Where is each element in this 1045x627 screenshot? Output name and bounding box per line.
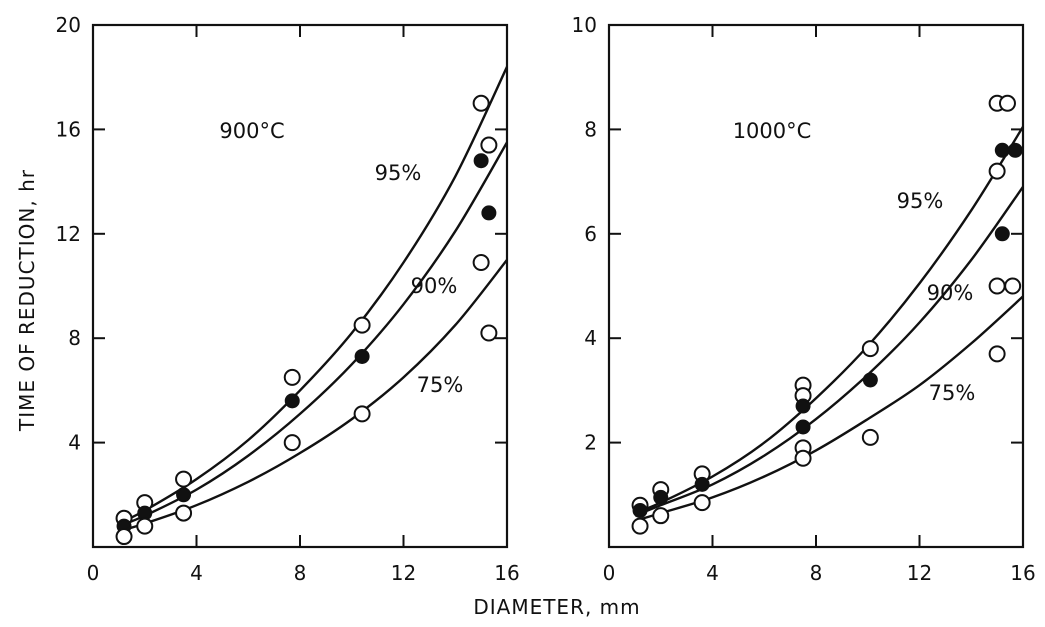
x-tick-label: 12 — [391, 561, 416, 585]
data-point-95pct — [283, 368, 301, 386]
data-point-90pct — [795, 419, 811, 435]
data-point-75pct — [652, 507, 670, 525]
data-point-75pct — [693, 494, 711, 512]
data-point-90pct — [795, 398, 811, 414]
x-tick-label: 4 — [190, 561, 203, 585]
data-point-95pct — [480, 136, 498, 154]
data-point-95pct — [988, 162, 1006, 180]
x-tick-label: 4 — [706, 561, 719, 585]
y-tick-label: 10 — [572, 13, 597, 37]
data-point-75pct — [283, 434, 301, 452]
y-tick-label: 4 — [584, 326, 597, 350]
data-point-75pct — [988, 345, 1006, 363]
data-point-90pct — [862, 372, 878, 388]
y-tick-label: 4 — [68, 431, 81, 455]
x-tick-label: 8 — [810, 561, 823, 585]
data-point-75pct — [988, 277, 1006, 295]
curve-90pct — [634, 186, 1024, 517]
data-point-95pct — [175, 470, 193, 488]
panel-temperature-label: 900°C — [219, 119, 284, 143]
data-point-90pct — [694, 476, 710, 492]
data-point-95pct — [998, 94, 1016, 112]
data-point-90pct — [1007, 142, 1023, 158]
data-point-75pct — [861, 428, 879, 446]
data-point-90pct — [994, 142, 1010, 158]
data-point-90pct — [994, 226, 1010, 242]
data-point-90pct — [632, 502, 648, 518]
curve-75pct — [634, 295, 1024, 523]
chart-panel-1: 0 4 8 12 16 2 4 6 8 10 1000°C 95% 90% 75% — [572, 13, 1036, 585]
data-point-75pct — [1004, 277, 1022, 295]
y-tick-label: 16 — [56, 117, 81, 141]
x-tick-label: 16 — [1010, 561, 1035, 585]
curve-label-95pct: 95% — [375, 161, 422, 185]
data-point-75pct — [115, 528, 133, 546]
x-tick-label: 0 — [603, 561, 616, 585]
data-point-75pct — [631, 517, 649, 535]
data-point-75pct — [175, 504, 193, 522]
data-point-75pct — [353, 405, 371, 423]
data-point-90pct — [481, 205, 497, 221]
data-point-90pct — [653, 489, 669, 505]
data-point-95pct — [353, 316, 371, 334]
chart-panel-0: 0 4 8 12 16 4 8 12 16 20 900°C 95% 90% 75% — [56, 13, 520, 585]
curve-75pct — [118, 259, 508, 533]
x-tick-label: 12 — [907, 561, 932, 585]
curve-95pct — [118, 66, 509, 525]
curve-95pct — [634, 126, 1025, 515]
x-axis-title: DIAMETER, mm — [473, 595, 640, 619]
y-tick-label: 12 — [56, 222, 81, 246]
data-point-75pct — [136, 517, 154, 535]
data-point-90pct — [354, 348, 370, 364]
y-tick-label: 8 — [68, 326, 81, 350]
data-point-90pct — [284, 393, 300, 409]
y-tick-label: 6 — [584, 222, 597, 246]
curve-label-90pct: 90% — [927, 281, 974, 305]
data-point-90pct — [473, 153, 489, 169]
curve-label-95pct: 95% — [897, 189, 944, 213]
curve-90pct — [118, 141, 509, 528]
x-tick-label: 8 — [294, 561, 307, 585]
curve-label-90pct: 90% — [411, 274, 458, 298]
y-tick-label: 20 — [56, 13, 81, 37]
data-point-95pct — [861, 340, 879, 358]
curve-label-75pct: 75% — [417, 373, 464, 397]
x-tick-label: 0 — [87, 561, 100, 585]
x-tick-label: 16 — [494, 561, 519, 585]
y-axis-title: TIME OF REDUCTION, hr — [15, 169, 39, 432]
y-tick-label: 2 — [584, 431, 597, 455]
data-point-90pct — [176, 487, 192, 503]
curve-label-75pct: 75% — [929, 381, 976, 405]
y-tick-label: 8 — [584, 117, 597, 141]
data-point-95pct — [472, 94, 490, 112]
data-point-75pct — [472, 254, 490, 272]
data-point-75pct — [480, 324, 498, 342]
data-point-75pct — [794, 449, 812, 467]
panel-temperature-label: 1000°C — [733, 119, 812, 143]
